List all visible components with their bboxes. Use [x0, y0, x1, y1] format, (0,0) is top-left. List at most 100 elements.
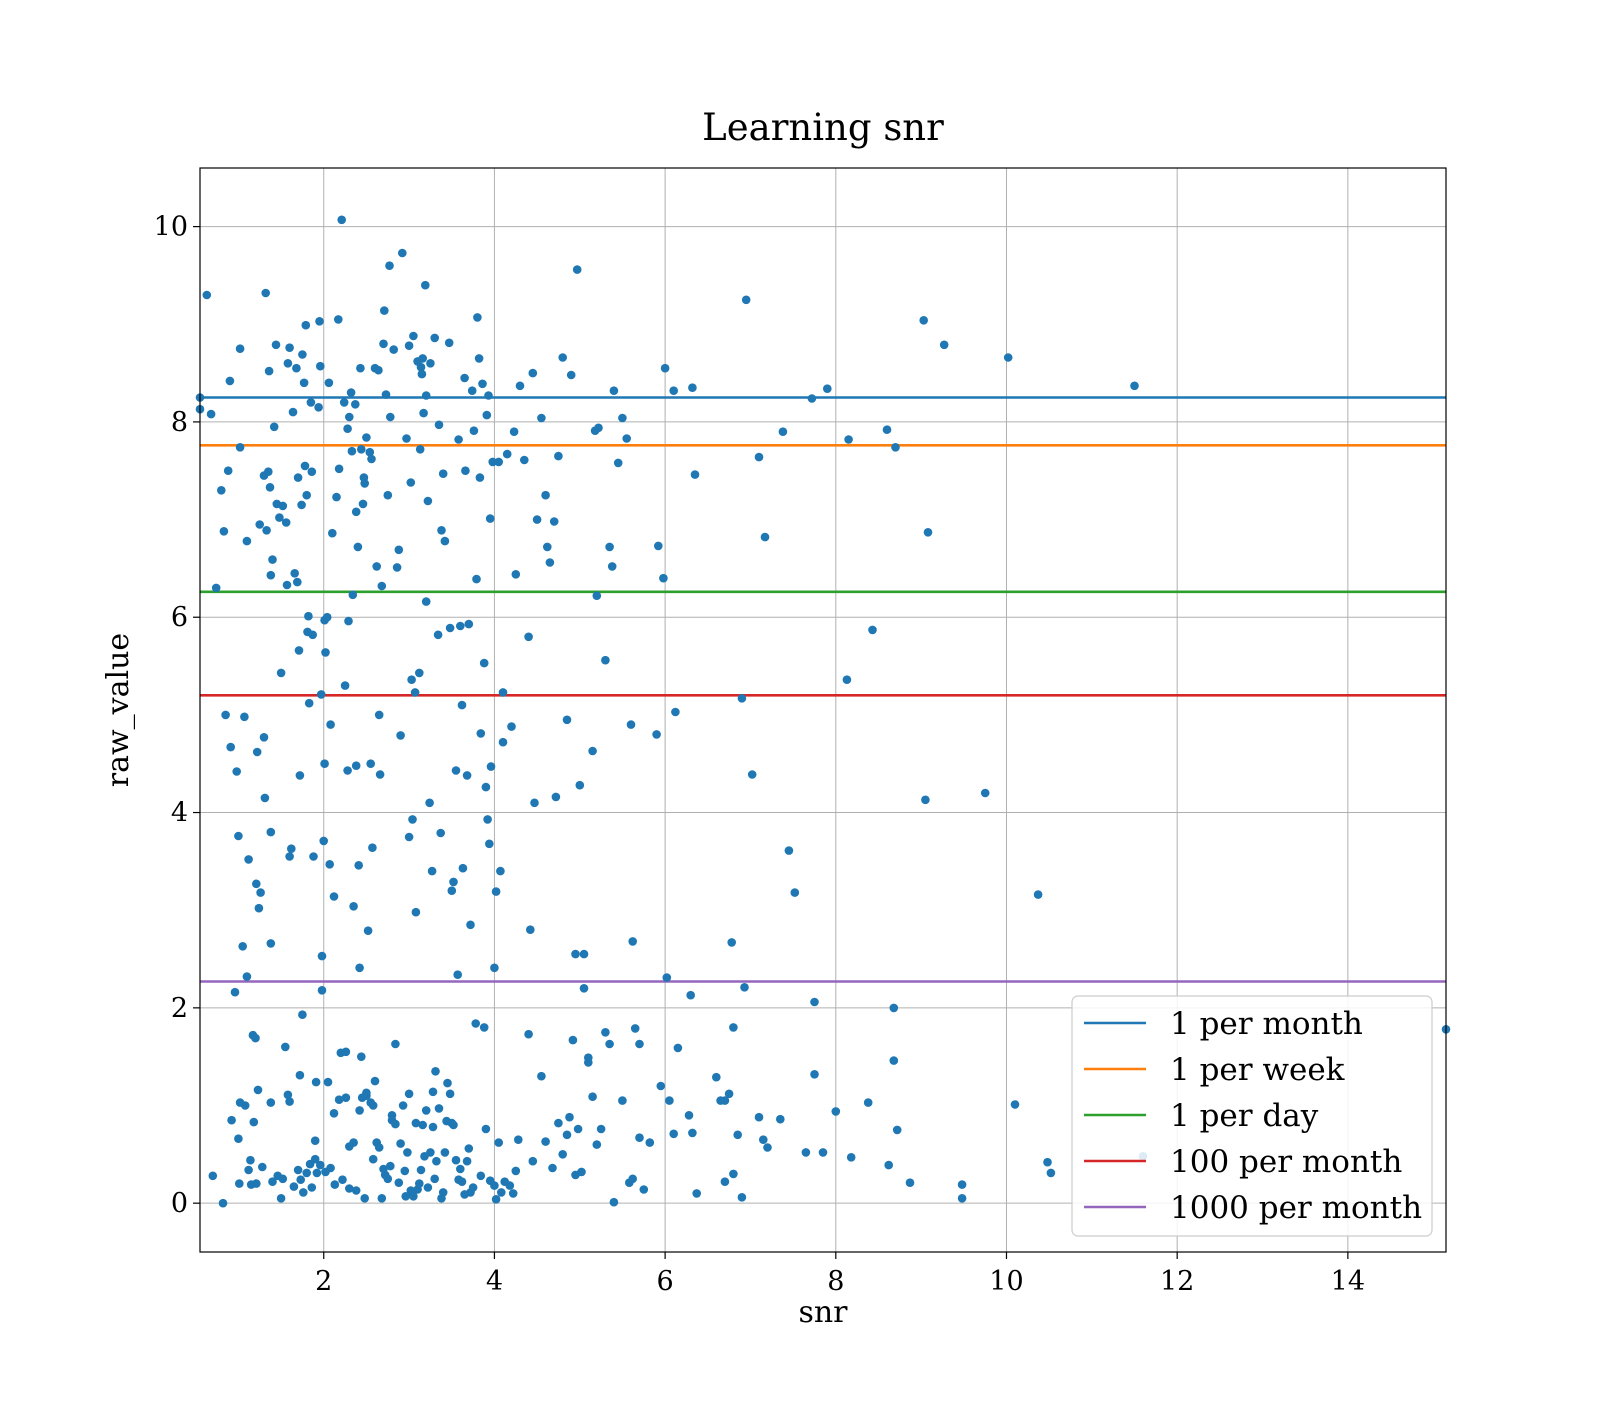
y-tick-label: 8: [171, 407, 188, 438]
scatter-point: [416, 362, 426, 372]
scatter-point: [292, 363, 301, 373]
scatter-point: [268, 1177, 277, 1186]
scatter-point: [454, 435, 463, 444]
legend-label: 100 per month: [1170, 1144, 1402, 1180]
scatter-point: [846, 1153, 856, 1162]
scatter-point: [558, 1150, 567, 1159]
scatter-point: [588, 746, 597, 756]
scatter-point: [635, 1133, 644, 1142]
scatter-point: [1046, 1168, 1056, 1178]
scatter-point: [669, 1129, 678, 1139]
scatter-point: [235, 1098, 245, 1107]
scatter-point: [485, 839, 494, 849]
scatter-point: [320, 759, 329, 768]
scatter-point: [334, 464, 344, 474]
scatter-point: [264, 467, 273, 477]
scatter-point: [258, 1162, 267, 1172]
scatter-point: [404, 341, 414, 351]
legend: 1 per month 1 per week 1 per day 100 per mo…: [1071, 995, 1433, 1237]
scatter-point: [221, 710, 230, 720]
scatter-point: [741, 295, 751, 305]
scatter-point: [733, 1130, 742, 1140]
scatter-point: [763, 1143, 772, 1152]
scatter-point: [476, 729, 486, 738]
scatter-point: [776, 1114, 785, 1124]
scatter-point: [417, 369, 427, 379]
scatter-point: [415, 1179, 424, 1188]
scatter-point: [268, 555, 277, 564]
scatter-point: [558, 353, 567, 362]
scatter-point: [219, 527, 229, 536]
scatter-point: [754, 1112, 764, 1122]
scatter-point: [497, 1188, 506, 1197]
scatter-point: [261, 288, 271, 298]
scatter-point: [863, 1098, 873, 1107]
scatter-point: [526, 925, 535, 934]
scatter-point: [323, 1077, 333, 1087]
scatter-point: [230, 987, 240, 997]
scatter-point: [325, 860, 335, 869]
scatter-point: [605, 542, 614, 552]
scatter-point: [537, 413, 546, 423]
scatter-point: [472, 574, 481, 584]
scatter-point: [310, 1154, 320, 1164]
scatter-point: [921, 795, 930, 805]
scatter-point: [293, 473, 303, 482]
scatter-point: [251, 879, 261, 889]
scatter-point: [571, 949, 580, 959]
scatter-point: [498, 688, 508, 697]
scatter-point: [351, 761, 361, 770]
scatter-point: [431, 1067, 440, 1076]
scatter-point: [537, 1071, 546, 1081]
scatter-point: [613, 458, 623, 468]
scatter-point: [511, 1166, 521, 1176]
scatter-point: [572, 265, 582, 274]
scatter-point: [423, 496, 433, 506]
scatter-point: [398, 248, 407, 258]
scatter-point: [281, 1042, 290, 1052]
scatter-point: [317, 951, 327, 961]
scatter-point: [386, 412, 395, 422]
scatter-point: [532, 515, 542, 524]
scatter-point: [607, 562, 617, 571]
scatter-point: [509, 427, 519, 437]
scatter-point: [319, 836, 329, 846]
scatter-point: [322, 612, 332, 622]
scatter-point: [939, 340, 949, 350]
scatter-point: [260, 793, 270, 803]
scatter-point: [251, 1179, 261, 1188]
scatter-point: [396, 731, 405, 740]
scatter-point: [432, 1156, 441, 1166]
scatter-point: [729, 1169, 738, 1179]
scatter-point: [421, 391, 431, 400]
scatter-point: [298, 350, 307, 359]
scatter-point: [317, 986, 327, 995]
plot-frame: [199, 167, 1447, 1253]
scatter-point: [428, 1087, 438, 1097]
scatter-point: [357, 1052, 366, 1061]
scatter-point: [426, 359, 435, 368]
scatter-point: [436, 828, 446, 838]
scatter-point: [562, 1130, 572, 1140]
scatter-point: [211, 583, 221, 593]
scatter-point: [471, 1019, 481, 1028]
scatter-point: [266, 570, 276, 580]
scatter-point: [662, 973, 672, 982]
scatter-point: [394, 1178, 404, 1187]
y-axis-label: raw_value: [101, 633, 136, 787]
scatter-point: [380, 306, 389, 315]
scatter-point: [264, 366, 274, 376]
scatter-point: [458, 863, 468, 873]
scatter-point: [759, 1135, 768, 1144]
scatter-point: [423, 1183, 433, 1192]
scatter-point: [464, 619, 474, 629]
scatter-point: [249, 1117, 259, 1127]
scatter-point: [488, 457, 498, 467]
scatter-point: [656, 1081, 666, 1091]
scatter-point: [665, 1096, 674, 1105]
scatter-point: [383, 490, 393, 500]
scatter-point: [238, 942, 247, 951]
scatter-point: [475, 473, 485, 482]
scatter-point: [740, 983, 749, 992]
scatter-point: [868, 625, 877, 635]
